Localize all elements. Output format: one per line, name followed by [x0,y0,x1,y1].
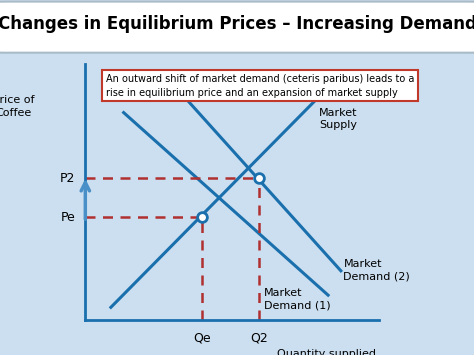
Text: Quantity supplied: Quantity supplied [277,349,376,355]
Text: Price of
Coffee: Price of Coffee [0,94,35,118]
Text: Changes in Equilibrium Prices – Increasing Demand: Changes in Equilibrium Prices – Increasi… [0,15,474,33]
Text: Pe: Pe [60,211,75,224]
FancyBboxPatch shape [0,2,474,53]
Text: Market
Demand (1): Market Demand (1) [264,288,331,310]
Text: Market
Demand (2): Market Demand (2) [344,259,410,281]
Text: An outward shift of market demand (ceteris paribus) leads to a
rise in equilibri: An outward shift of market demand (ceter… [106,73,414,98]
Text: Qe: Qe [193,332,210,345]
Text: Q2: Q2 [250,332,268,345]
Text: Market
Supply: Market Supply [319,108,358,130]
Text: P2: P2 [60,172,75,185]
